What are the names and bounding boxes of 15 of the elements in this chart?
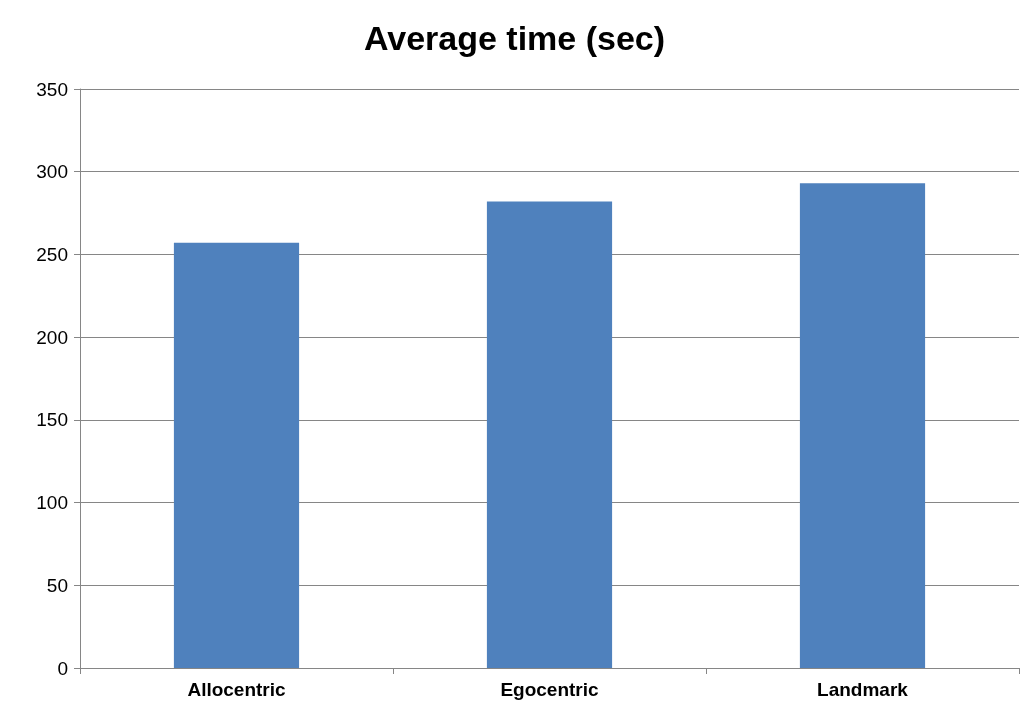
y-tick-label: 0: [57, 657, 68, 679]
y-tick-label: 100: [36, 492, 68, 514]
y-tick-label: 300: [36, 161, 68, 183]
x-tick-label: Landmark: [817, 679, 909, 700]
chart-title: Average time (sec): [363, 19, 666, 57]
y-tick-label: 50: [46, 574, 68, 596]
x-tick-label: Allocentric: [187, 679, 287, 700]
bar: [486, 201, 613, 668]
y-tick-label: 350: [36, 78, 68, 100]
y-tick-label: 150: [36, 409, 68, 431]
bar: [173, 242, 300, 668]
y-tick-label: 250: [36, 243, 68, 265]
bar: [799, 183, 926, 668]
x-tick-label: Egocentric: [500, 679, 600, 700]
y-tick-label: 200: [36, 326, 68, 348]
